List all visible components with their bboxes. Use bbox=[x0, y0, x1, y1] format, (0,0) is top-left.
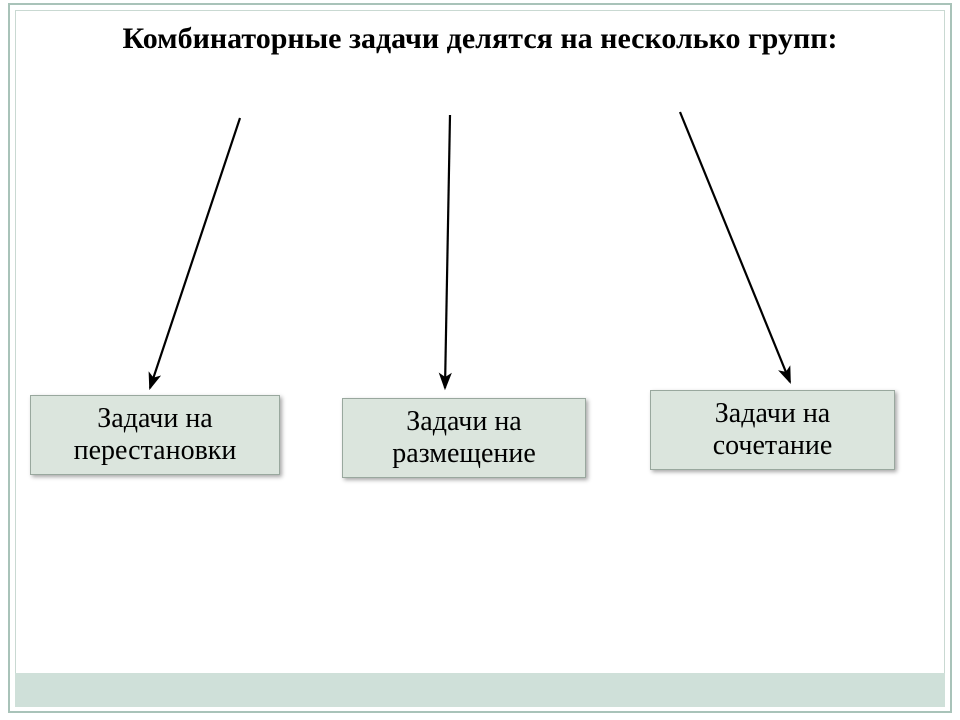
node-combinations: Задачи на сочетание bbox=[650, 390, 895, 470]
node-label: Задачи на размещение bbox=[349, 406, 579, 470]
inner-frame bbox=[15, 10, 945, 706]
node-arrangements: Задачи на размещение bbox=[342, 398, 586, 478]
node-permutations: Задачи на перестановки bbox=[30, 395, 280, 475]
footer-band bbox=[15, 673, 945, 707]
node-label: Задачи на сочетание bbox=[657, 398, 888, 462]
diagram-title: Комбинаторные задачи делятся на нескольк… bbox=[0, 20, 960, 58]
node-label: Задачи на перестановки bbox=[37, 403, 273, 467]
